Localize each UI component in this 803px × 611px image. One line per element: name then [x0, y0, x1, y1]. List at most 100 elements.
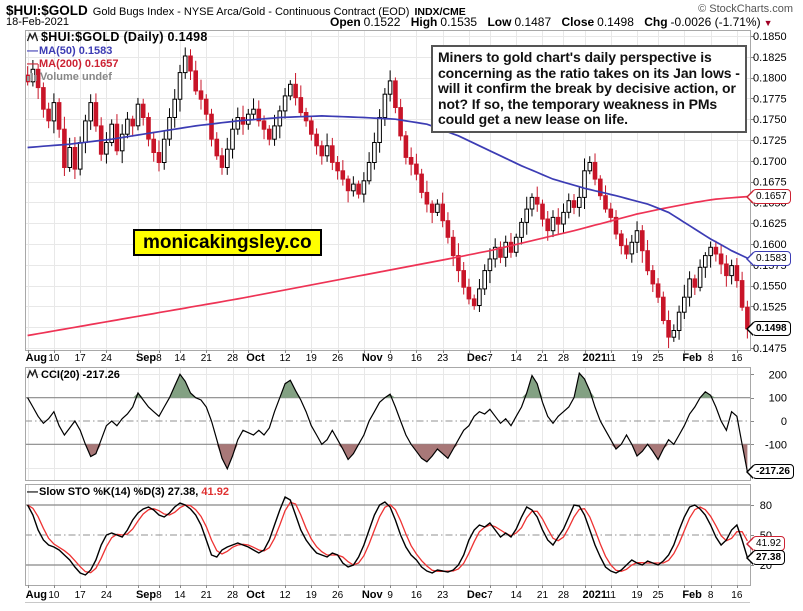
- sto-k-line: [26, 495, 749, 576]
- candle-up: [682, 296, 687, 313]
- candle-up: [182, 55, 188, 74]
- candle-up: [482, 270, 487, 290]
- watermark: monicakingsley.co: [133, 229, 322, 256]
- cci-value-callout: -217.26: [752, 464, 794, 479]
- candle-down: [330, 145, 335, 163]
- price-axis-label: 0.1675: [753, 177, 787, 189]
- candle-up: [487, 258, 493, 272]
- ma200-price-callout: 0.1657: [752, 189, 791, 204]
- candle-down: [298, 97, 304, 114]
- x-tick-label-day: 9: [387, 590, 393, 601]
- sharpchart-icon: [26, 31, 39, 45]
- candle-up: [161, 138, 167, 163]
- quote-bar: Open 0.1522 High 0.1535 Low 0.1487 Close 0.1…: [330, 15, 773, 29]
- candle-down: [146, 117, 151, 140]
- candle-up: [729, 265, 734, 277]
- low-value: 0.1487: [514, 15, 552, 29]
- candle-up: [566, 200, 572, 213]
- candle-down: [598, 178, 603, 197]
- candle-up: [519, 221, 524, 238]
- volume-legend-label: Volume undef: [40, 71, 112, 83]
- x-tick-label-day: 8: [156, 590, 162, 601]
- candle-down: [256, 108, 262, 122]
- candle-down: [419, 173, 424, 193]
- candle-down: [203, 98, 209, 115]
- chart-date: 18-Feb-2021: [6, 16, 69, 28]
- last-price-callout: 0.1498: [752, 321, 791, 336]
- candle-up: [51, 102, 57, 122]
- x-tick-label-day: 28: [227, 590, 239, 601]
- candle-down: [72, 147, 78, 170]
- candle-up: [629, 241, 635, 255]
- candle-down: [666, 320, 671, 338]
- chg-value: -0.0026 (-1.71%): [670, 15, 761, 29]
- candle-down: [592, 162, 598, 180]
- volume-legend: Volume undef: [27, 71, 112, 84]
- candle-up: [577, 196, 582, 208]
- cci-axis-label: -100: [765, 439, 787, 451]
- candle-up: [387, 80, 393, 95]
- candle-up: [550, 216, 556, 232]
- x-tick-label-month: Oct: [246, 352, 265, 364]
- candle-up: [167, 117, 172, 140]
- candle-up: [324, 145, 330, 157]
- candle-down: [293, 83, 298, 99]
- x-tick-label-day: 19: [306, 353, 318, 364]
- x-tick-label-month: Sep: [136, 352, 156, 364]
- x-tick-label-day: 24: [101, 353, 113, 364]
- candle-down: [734, 265, 740, 282]
- x-tick-label-month: Feb: [682, 352, 702, 364]
- candle-down: [403, 135, 409, 158]
- x-tick-label-day: 16: [731, 590, 743, 601]
- x-tick-label-day: 16: [731, 353, 743, 364]
- x-tick-label-month: Aug: [26, 589, 47, 601]
- candle-down: [640, 230, 645, 252]
- indicator-icon: [26, 368, 39, 382]
- candle-up: [109, 123, 115, 143]
- candle-up: [524, 208, 530, 223]
- main-legend-label: $HUI:$GOLD (Daily) 0.1498: [41, 30, 208, 44]
- x-tick-label-day: 26: [332, 353, 344, 364]
- x-tick-label-month: Dec: [467, 352, 487, 364]
- ma50-legend-label: MA(50) 0.1583: [39, 45, 113, 57]
- x-tick-label-month: Nov: [362, 589, 384, 601]
- price-axis-label: 0.1600: [753, 239, 787, 251]
- candle-up: [435, 203, 440, 213]
- chg-label: Chg: [644, 15, 668, 29]
- cci-line: [27, 371, 748, 472]
- candle-down: [508, 241, 514, 253]
- candle-up: [477, 288, 482, 306]
- price-axis-label: 0.1850: [753, 31, 787, 43]
- price-axis-label: 0.1700: [753, 156, 787, 168]
- candle-down: [309, 120, 314, 135]
- candle-down: [46, 108, 51, 122]
- candle-down: [93, 102, 99, 127]
- candle-up: [561, 211, 566, 225]
- candle-up: [119, 133, 125, 152]
- x-tick-label-month: 2021: [583, 589, 607, 601]
- candle-down: [398, 107, 403, 137]
- candle-down: [261, 120, 267, 130]
- x-tick-label-day: 25: [652, 590, 664, 601]
- x-tick-label-day: 21: [537, 590, 549, 601]
- x-tick-label-day: 19: [631, 590, 643, 601]
- panel-border: [25, 367, 751, 481]
- x-tick-label-day: 28: [227, 353, 239, 364]
- cci-oversold-fill: [27, 444, 748, 472]
- candle-up: [529, 196, 535, 210]
- candle-up: [235, 117, 241, 130]
- cci-axis-label: 0: [781, 416, 787, 428]
- x-tick-label-day: 10: [48, 590, 60, 601]
- candle-up: [272, 125, 277, 140]
- price-axis-label: 0.1775: [753, 93, 787, 105]
- candle-down: [214, 138, 220, 157]
- candle-up: [671, 330, 677, 338]
- candle-down: [267, 128, 272, 140]
- price-axis-label: 0.1625: [753, 218, 787, 230]
- x-tick-label-month: 2021: [583, 352, 607, 364]
- candle-up: [230, 128, 235, 150]
- candle-down: [340, 170, 346, 180]
- candle-down: [619, 233, 624, 247]
- candle-up: [361, 180, 367, 195]
- candle-down: [661, 296, 666, 322]
